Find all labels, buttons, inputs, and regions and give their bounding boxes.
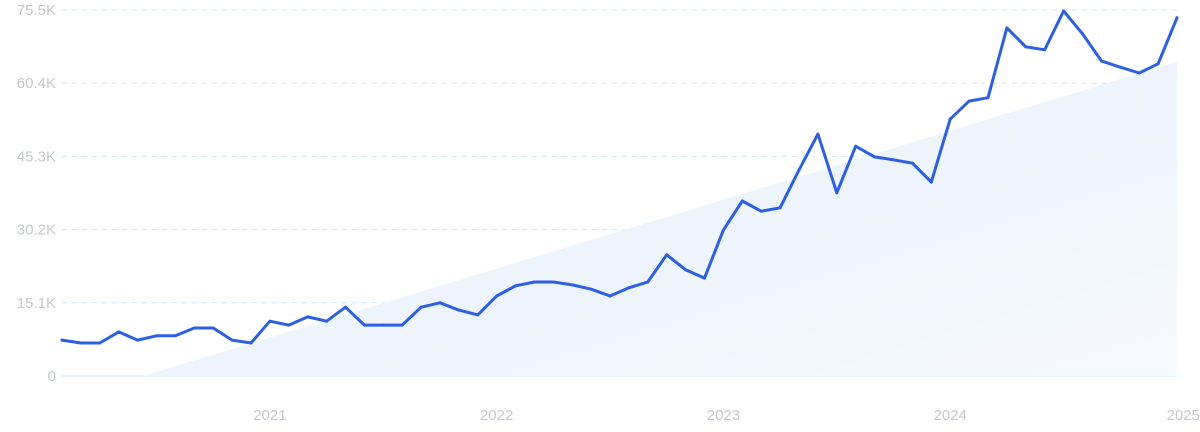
data-point xyxy=(1024,45,1028,49)
data-point xyxy=(684,268,688,272)
y-tick-label: 15.1K xyxy=(17,295,56,312)
data-point xyxy=(1118,65,1122,69)
data-point xyxy=(154,334,158,338)
y-tick-label: 45.3K xyxy=(17,148,56,165)
data-point xyxy=(986,96,990,100)
data-point xyxy=(287,323,291,327)
data-point xyxy=(1099,59,1103,63)
data-point xyxy=(192,326,196,330)
data-point xyxy=(249,341,253,345)
data-point xyxy=(816,132,820,136)
y-tick-label: 60.4K xyxy=(17,75,56,92)
data-point xyxy=(892,158,896,162)
data-point xyxy=(1043,48,1047,52)
data-point xyxy=(98,341,102,345)
data-point xyxy=(703,276,707,280)
data-point xyxy=(797,168,801,172)
data-point xyxy=(325,319,329,323)
data-point xyxy=(570,283,574,287)
data-point xyxy=(438,301,442,305)
data-point xyxy=(514,284,518,288)
data-point xyxy=(306,315,310,319)
data-point xyxy=(476,313,480,317)
data-point xyxy=(1137,71,1141,75)
y-tick-label: 0 xyxy=(48,368,56,385)
data-point xyxy=(854,144,858,148)
data-point xyxy=(835,191,839,195)
data-point xyxy=(419,305,423,309)
data-point xyxy=(268,319,272,323)
x-tick-label: 2024 xyxy=(934,407,967,424)
data-point xyxy=(117,330,121,334)
data-point xyxy=(873,155,877,159)
data-point xyxy=(759,209,763,213)
data-point xyxy=(608,294,612,298)
data-point xyxy=(79,341,83,345)
data-point xyxy=(400,323,404,327)
data-point xyxy=(1005,26,1009,30)
data-point xyxy=(495,294,499,298)
data-point xyxy=(362,323,366,327)
data-point xyxy=(1156,62,1160,66)
x-tick-label: 2021 xyxy=(253,407,286,424)
y-tick-label: 75.5K xyxy=(17,2,56,19)
data-point xyxy=(910,161,914,165)
data-point xyxy=(173,334,177,338)
data-point xyxy=(136,338,140,342)
x-tick-label: 2022 xyxy=(480,407,513,424)
x-tick-label: 2025 xyxy=(1167,407,1200,424)
data-point xyxy=(343,305,347,309)
data-point xyxy=(967,99,971,103)
trend-area xyxy=(143,61,1178,376)
data-point xyxy=(211,326,215,330)
data-point xyxy=(646,280,650,284)
data-point xyxy=(1081,32,1085,36)
y-axis: 0 15.1K 30.2K 45.3K 60.4K 75.5K xyxy=(17,2,56,385)
trend-fill xyxy=(143,61,1178,376)
data-point xyxy=(627,286,631,290)
data-point xyxy=(1062,9,1066,13)
data-point xyxy=(532,280,536,284)
data-point xyxy=(551,280,555,284)
data-point xyxy=(457,308,461,312)
data-point xyxy=(381,323,385,327)
data-point xyxy=(740,199,744,203)
series xyxy=(60,9,1179,345)
data-point xyxy=(60,338,64,342)
data-point xyxy=(721,228,725,232)
data-point xyxy=(948,117,952,121)
y-tick-label: 30.2K xyxy=(17,222,56,239)
data-point xyxy=(1175,16,1179,20)
data-point xyxy=(929,180,933,184)
data-point xyxy=(230,338,234,342)
data-point xyxy=(665,253,669,257)
x-tick-label: 2023 xyxy=(707,407,740,424)
series-line xyxy=(60,9,1179,345)
data-point xyxy=(778,206,782,210)
data-point xyxy=(589,287,593,291)
x-axis: 2021 2022 2023 2024 2025 xyxy=(253,407,1200,424)
